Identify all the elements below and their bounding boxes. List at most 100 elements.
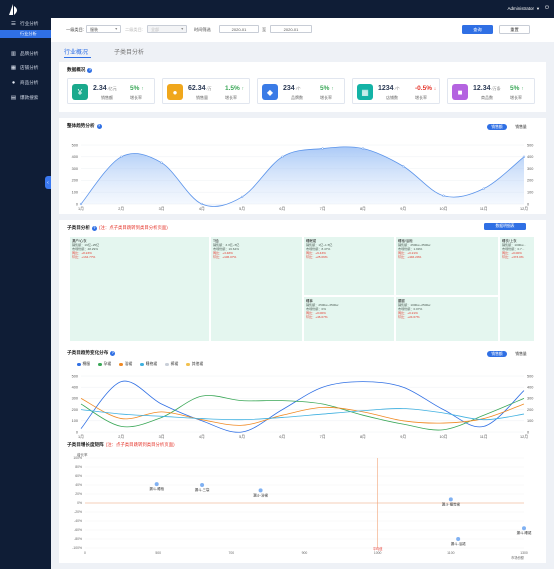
treemap-cell-name: 睡袍/浴袍 [398,239,413,243]
metric-card: ● 62.34/万 销售量 1.5% ↑ 增长率 [162,78,250,104]
treemap-cell[interactable]: T恤 销售额：3.3亿~5亿 市场份额：16.64% 同比：+3.48% 环比：… [210,236,303,342]
treemap-cell[interactable]: 漏户/心衣 销售额：19亿~25亿 市场份额：48.29% 同比：+8.23% … [69,236,210,342]
time-label: 时间筛选 [194,27,211,32]
metric-unit: /亿元 [107,86,117,91]
metric-label: 销售额 [101,95,113,100]
subtrend-toggle-sales[interactable]: 销售额 [487,351,507,357]
sidebar-item-store[interactable]: ▦ 店铺分析 [0,63,51,73]
growth-value: -0.5% [415,85,432,92]
metric-number: 62.34 [188,85,206,92]
y-tick-label-right: 300 [527,397,533,401]
series-line [80,398,525,426]
sidebar: ☰ 行业分析 行业分析 ▥ 品牌分析 ▦ 店铺分析 ● 商品分析 ▤ 爆款搜索 [0,0,51,569]
help-icon[interactable]: ? [96,123,102,129]
metric-growth-label: 增长率 [320,95,332,100]
collapse-sidebar-button[interactable]: ‹ [45,176,51,189]
reset-button[interactable]: 重置 [499,25,530,34]
sidebar-subitem-industry[interactable]: 行业分析 [0,30,51,38]
cat2-select[interactable]: 全部 ▼ [147,25,187,33]
end-date-input[interactable]: 2020-01 [270,25,312,33]
y-tick-label: 200 [72,179,78,183]
sidebar-item-brand[interactable]: ▥ 品牌分析 [0,49,51,59]
scatter-point[interactable] [200,483,205,487]
power-icon[interactable]: ⏻ [545,5,549,11]
x-tick-label: 9月 [400,434,406,439]
legend-item[interactable]: 棉服 [77,362,90,367]
top-header: Administrator ▼ ⏻ [51,0,554,18]
treemap-cell-name: 腰腿 [398,299,405,303]
treemap-cell-share: 市场份额：16.64% [213,247,239,251]
treemap-cell-mom: 环比：+46.07% [306,315,328,319]
scatter-point[interactable] [522,526,526,531]
x-tick-label: 8月 [360,434,366,439]
list-icon: ☰ [11,21,16,27]
money-icon: ¥ [72,84,88,100]
treemap-cell-mom: 环比：+106.07% [213,255,237,259]
legend-dot [186,362,190,367]
legend-item[interactable]: 睡袍裙 [140,362,157,367]
treemap-cell[interactable]: 睡衣/上衣 销售额：1000w... 市场份额：0.7... 同比：+0.00%… [499,236,535,342]
sidebar-item-hot-search[interactable]: ▤ 爆款搜索 [0,93,51,103]
legend-item[interactable]: 浴裙 [119,362,132,367]
treemap-cell[interactable]: 睡裤 销售额：2500w~3500w 市场份额：0% 同比：+0.00% 环比：… [303,296,395,342]
tab-subcategory[interactable]: 子类目分析 [114,50,145,56]
user-menu[interactable]: Administrator [507,6,534,11]
sidebar-item-industry[interactable]: ☰ 行业分析 [0,19,51,29]
trend-toggle-volume[interactable]: 销售量 [515,124,527,129]
x-tick-label: 4月 [199,206,205,211]
scatter-point[interactable] [258,488,263,493]
sidebar-item-product[interactable]: ● 商品分析 [0,78,51,88]
y-tick-label: 300 [72,397,78,401]
cat1-select[interactable]: 服装 ▼ [86,25,121,33]
metric-value: 62.34/万 [188,85,212,92]
trend-toggle-sales[interactable]: 销售额 [487,124,507,130]
x-tick-label: 7月 [320,206,326,211]
subtrend-toggle-volume[interactable]: 销售量 [515,351,527,356]
trend-title-text: 整体趋势分析 [67,123,95,128]
trend-point [79,202,83,206]
help-icon[interactable]: ? [87,67,93,73]
treemap-cell[interactable]: 腰腿 销售额：1000w~2500w 市场份额：0.07% 同比：+0.21% … [395,296,499,342]
legend-item[interactable]: 其他裙 [186,362,203,367]
treemap-cell[interactable]: 睡袍/浴袍 销售额：2500w~3500w 市场份额：1.99% 同比：+0.2… [395,236,499,296]
bag-icon: ■ [452,84,468,100]
series-line [80,408,525,421]
metric-card: ◆ 234/个 品牌数 5% ↑ 增长率 [257,78,345,104]
x-tick-label: 1000 [374,551,382,555]
legend-item[interactable]: 孕裙 [98,362,111,367]
treemap-cell-mom: 环比：+25.06% [306,255,328,259]
help-icon[interactable]: ? [110,350,116,356]
caret-down-icon[interactable]: ▼ [536,6,540,11]
scatter-point[interactable] [448,497,453,502]
treemap-cell-yoy: 同比：+0.21% [398,311,418,315]
data-detail-button[interactable]: 数据明细表 [484,223,526,230]
treemap-cell-sales: 销售额：19亿~25亿 [72,243,100,247]
legend-item[interactable]: 裤裙 [165,362,178,367]
y-tick-label-right: 0 [527,202,529,206]
subcat-title-text: 子类目分析 [67,225,90,230]
treemap-cell[interactable]: 睡眠裙 销售额：1亿~1.5亿 市场份额：8.47% 同比：+9.43% 环比：… [303,236,395,296]
treemap-cell-sales: 销售额：1000w... [502,243,526,247]
chart-icon: ▤ [10,95,17,101]
trend-chart: 0 0 100 100 200 200 300 300 400 400 500 500 1月 2月 3月 4月… [72,143,534,211]
treemap-cell-share: 市场份额：48.29% [72,247,98,251]
treemap-cell-yoy: 同比：+3.48% [213,251,233,255]
scatter-point[interactable] [154,482,159,487]
x-tick-label: 4月 [199,434,205,439]
scatter-point[interactable] [456,537,461,541]
treemap-cell-sales: 销售额：1亿~1.5亿 [306,243,333,247]
subtrend-chart: 0 0 100 100 200 200 300 300 400 400 500 500 1月 2月 3月 4月… [72,374,534,439]
treemap-cell-yoy: 同比：+8.23% [72,251,92,255]
start-date-input[interactable]: 2020-01 [219,25,259,33]
tab-industry-overview[interactable]: 行业概况 [64,50,89,56]
trend-point [240,195,244,199]
point-label: 漏斗-浴裙 [253,492,268,497]
y-tick-label: -60% [74,528,82,532]
x-tick-label: 1月 [78,206,84,211]
help-icon[interactable]: ? [91,225,97,231]
search-button[interactable]: 查询 [462,25,493,34]
metric-label: 商品数 [481,95,493,100]
treemap-cell-mom: 环比：+373.0% [502,255,524,259]
metric-value: 234/个 [283,85,301,92]
treemap-cell-share: 市场份额：0.7... [502,247,525,251]
